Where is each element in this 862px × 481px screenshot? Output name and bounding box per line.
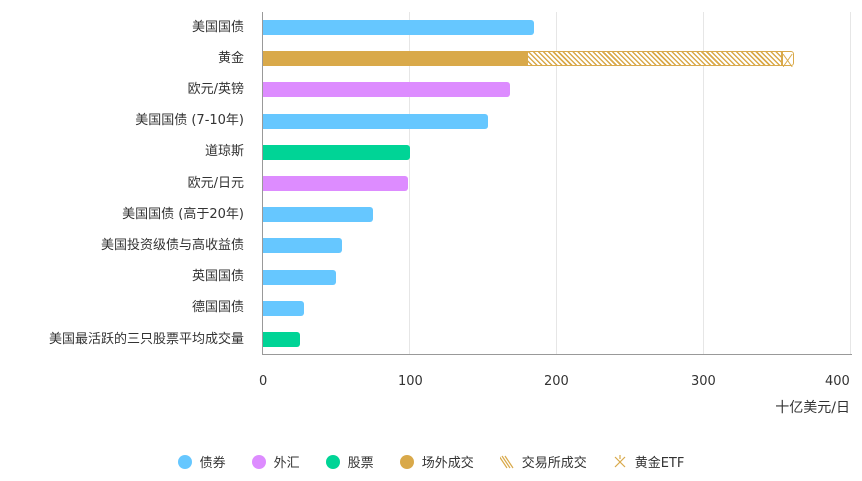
category-label: 欧元/英镑: [187, 81, 244, 97]
x-axis-line: [262, 354, 852, 355]
category-label: 美国投资级债与高收益债: [100, 237, 244, 253]
y-axis-line: [262, 12, 263, 355]
gridline-400: [850, 12, 851, 354]
circle-icon: [325, 454, 340, 469]
circle-icon: [251, 454, 266, 469]
bar[interactable]: [263, 51, 528, 67]
x-tick-400: 400: [825, 374, 850, 389]
bar-segment-exchange[interactable]: [527, 51, 783, 67]
x-tick-200: 200: [544, 374, 569, 389]
x-tick-0: 0: [259, 374, 268, 389]
bar[interactable]: [263, 332, 300, 347]
category-label: 欧元/日元: [187, 175, 244, 191]
legend-label: 交易所成交: [521, 456, 587, 471]
x-tick-100: 100: [398, 374, 423, 389]
legend-label: 债券: [199, 456, 226, 471]
legend-label: 场外成交: [421, 456, 474, 471]
circle-icon: [399, 454, 414, 469]
category-label: 黄金: [217, 50, 244, 66]
gridline-100: [409, 12, 410, 354]
category-label: 美国国债 (7-10年): [135, 113, 244, 129]
legend-item-otc[interactable]: 场外成交: [399, 452, 474, 471]
bar[interactable]: [263, 113, 488, 129]
category-label: 英国国债: [191, 269, 244, 285]
category-label: 德国国债: [191, 300, 244, 316]
bar[interactable]: [263, 176, 409, 191]
category-label: 美国国债: [191, 19, 244, 35]
bar-segment-gold-etf[interactable]: [782, 51, 794, 68]
bar[interactable]: [263, 82, 510, 98]
x-tick-300: 300: [691, 374, 716, 389]
legend-item-exchange[interactable]: 交易所成交: [499, 452, 587, 471]
category-label: 美国国债 (高于20年): [122, 206, 244, 222]
category-label: 道琼斯: [204, 144, 244, 160]
legend: 债券 外汇 股票 场外成交 交易所成交: [0, 452, 862, 471]
gridline-300: [703, 12, 704, 354]
legend-label: 股票: [347, 456, 374, 471]
legend-item-bonds[interactable]: 债券: [177, 452, 226, 471]
diagonal-hatch-icon: [499, 455, 514, 468]
legend-item-gold-etf[interactable]: 黄金ETF: [613, 452, 685, 471]
bar[interactable]: [263, 20, 535, 35]
legend-label: 黄金ETF: [634, 456, 685, 471]
bar[interactable]: [263, 144, 410, 160]
gridline-200: [556, 12, 557, 354]
cross-hatch-icon: [614, 454, 626, 467]
bar[interactable]: [263, 300, 305, 316]
bar[interactable]: [263, 207, 374, 223]
x-axis-unit-label: 十亿美元/日: [775, 400, 850, 416]
category-label: 美国最活跃的三只股票平均成交量: [48, 331, 244, 347]
bar[interactable]: [263, 269, 337, 285]
bar[interactable]: [263, 238, 343, 254]
legend-item-equities[interactable]: 股票: [325, 452, 374, 471]
circle-icon: [177, 454, 192, 469]
legend-label: 外汇: [273, 456, 300, 471]
legend-item-fx[interactable]: 外汇: [251, 452, 300, 471]
